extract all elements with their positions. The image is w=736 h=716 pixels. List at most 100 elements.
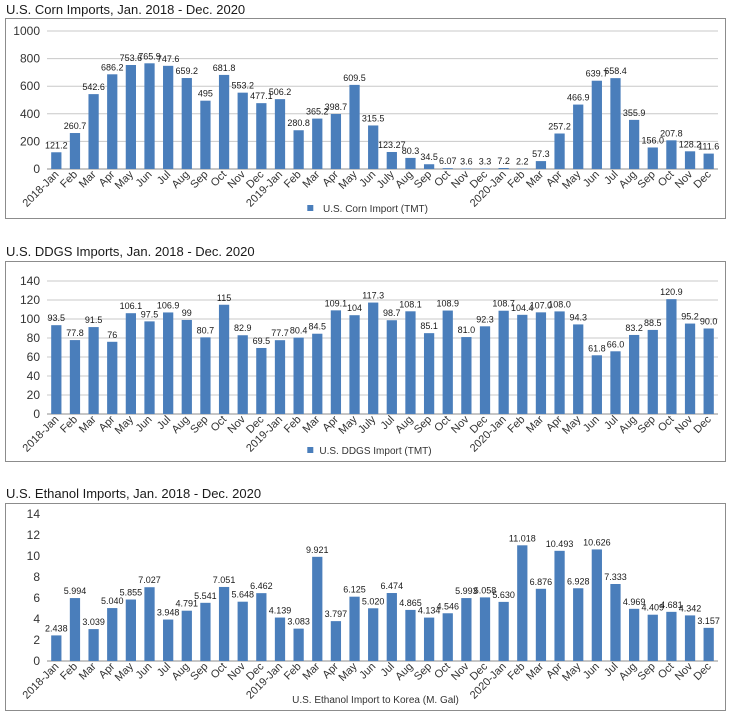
y-tick-label: 10 (27, 549, 41, 563)
bar (88, 629, 99, 661)
data-label: 83.2 (625, 323, 643, 333)
data-label: 659.2 (176, 66, 199, 76)
bar (666, 140, 677, 169)
data-label: 81.0 (458, 325, 476, 335)
data-label: 9.921 (306, 545, 329, 555)
legend-label: U.S. DDGS Import (TMT) (319, 446, 431, 457)
data-label: 11.018 (509, 533, 536, 543)
data-label: 4.342 (679, 603, 702, 613)
y-tick-label: 4 (33, 612, 40, 626)
data-label: 10.493 (546, 539, 574, 549)
data-label: 7.333 (604, 572, 627, 582)
bar (368, 608, 379, 661)
y-tick-label: 80 (27, 331, 41, 345)
bar (461, 598, 472, 661)
bar (125, 599, 137, 661)
ddgs-imports-chart: 02040608010012014093.52018-Jan77.8Feb91.… (5, 261, 726, 462)
bar (163, 65, 174, 169)
bar (405, 609, 416, 661)
data-label: 3.039 (82, 617, 105, 627)
y-tick-label: 20 (27, 388, 41, 402)
legend-swatch (307, 447, 314, 453)
bar (423, 333, 435, 414)
bar (256, 103, 267, 169)
bar (405, 157, 416, 169)
chart-title-corn: U.S. Corn Imports, Jan. 2018 - Dec. 2020 (6, 2, 246, 17)
bar (107, 608, 118, 661)
bar (442, 613, 453, 661)
data-label: 77.7 (271, 328, 289, 338)
data-label: 747.6 (157, 54, 180, 64)
bar (107, 74, 118, 169)
bar (330, 621, 342, 661)
bar (517, 314, 528, 414)
bar (256, 593, 267, 661)
data-label: 398.7 (325, 102, 348, 112)
bar (293, 130, 304, 169)
data-label: 92.3 (476, 314, 494, 324)
y-tick-label: 12 (27, 528, 41, 542)
bar (479, 597, 491, 661)
y-tick-label: 0 (33, 407, 40, 421)
data-label: 5.541 (194, 591, 217, 601)
bar (386, 593, 397, 661)
bar (647, 614, 658, 661)
y-tick-label: 600 (20, 79, 40, 93)
bar (498, 168, 509, 169)
data-label: 4.865 (399, 598, 422, 608)
y-tick-label: 8 (33, 570, 40, 584)
data-label: 85.1 (420, 321, 438, 331)
data-label: 5.648 (231, 590, 254, 600)
data-label: 257.2 (548, 122, 571, 132)
data-label: 355.9 (623, 108, 646, 118)
data-label: 686.2 (101, 62, 124, 72)
data-label: 542.6 (82, 82, 105, 92)
legend-label: U.S. Corn Import (TMT) (323, 204, 428, 215)
data-label: 280.8 (287, 118, 310, 128)
chart-frame (5, 18, 726, 219)
data-label: 681.8 (213, 63, 236, 73)
bar (554, 133, 565, 169)
bar (51, 325, 62, 414)
bar (610, 584, 621, 661)
data-label: 69.5 (253, 336, 271, 346)
data-label: 128.2 (679, 139, 702, 149)
data-label: 5.630 (492, 590, 515, 600)
data-label: 123.27 (378, 140, 406, 150)
data-label: 7.027 (138, 575, 161, 585)
bar (666, 299, 677, 414)
bar (218, 74, 230, 169)
data-label: 4.409 (641, 603, 664, 613)
bar (312, 118, 323, 169)
bar (200, 337, 211, 414)
data-label: 88.5 (644, 318, 662, 328)
data-label: 639.7 (586, 69, 609, 79)
y-tick-label: 120 (20, 293, 40, 307)
bar (386, 151, 397, 169)
bar (610, 78, 621, 169)
data-label: 207.8 (660, 128, 683, 138)
bar (330, 113, 342, 169)
bar (237, 601, 248, 661)
y-tick-label: 100 (20, 312, 40, 326)
bar (554, 550, 565, 661)
y-tick-label: 6 (33, 591, 40, 605)
bar (498, 601, 509, 661)
data-label: 658.4 (604, 66, 627, 76)
data-label: 66.0 (607, 339, 625, 349)
bar (51, 152, 62, 169)
bar (163, 312, 174, 414)
data-label: 4.791 (176, 599, 199, 609)
bar (69, 340, 81, 414)
bar (610, 351, 621, 414)
legend-swatch (307, 205, 314, 211)
bar (498, 310, 509, 414)
data-label: 6.125 (343, 585, 366, 595)
bar (237, 92, 248, 169)
data-label: 90.0 (700, 317, 718, 327)
data-label: 156.0 (641, 135, 664, 145)
data-label: 477.1 (250, 91, 273, 101)
bar (591, 549, 602, 661)
chart-title-ethanol: U.S. Ethanol Imports, Jan. 2018 - Dec. 2… (6, 486, 262, 501)
data-label: 6.928 (567, 576, 590, 586)
